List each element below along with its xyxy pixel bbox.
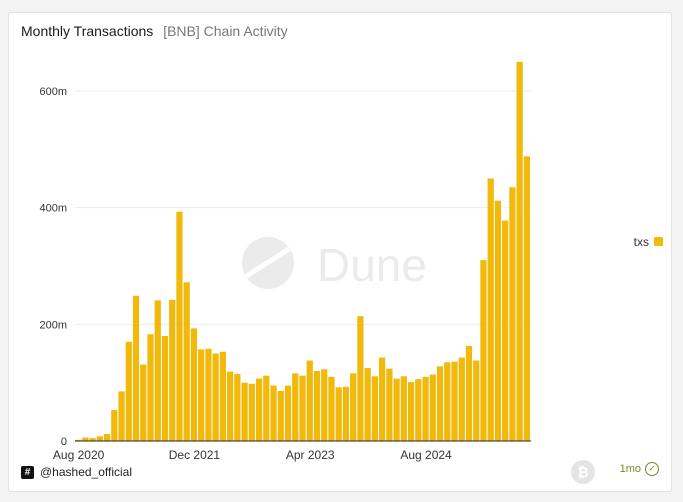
bar-2023-06[interactable] xyxy=(321,369,328,441)
bar-2021-07[interactable] xyxy=(154,300,161,441)
bar-2025-05[interactable] xyxy=(487,178,494,442)
bar-2021-02[interactable] xyxy=(118,391,125,441)
bar-2025-06[interactable] xyxy=(494,200,502,441)
bar-2025-04[interactable] xyxy=(480,260,487,441)
bar-2024-11[interactable] xyxy=(444,362,451,441)
check-icon: ✓ xyxy=(645,462,659,476)
bar-2023-09[interactable] xyxy=(342,386,350,441)
bar-2025-02[interactable] xyxy=(465,345,473,441)
x-tick-label: Dec 2021 xyxy=(169,448,221,462)
bar-2020-08[interactable] xyxy=(75,439,82,441)
bar-2025-08[interactable] xyxy=(509,187,516,441)
y-tick-label: 0 xyxy=(61,436,67,448)
watermark-text: Dune xyxy=(317,239,427,291)
y-tick-label: 400m xyxy=(39,203,67,215)
bar-2023-05[interactable] xyxy=(313,371,321,441)
chart-title: Monthly Transactions xyxy=(21,23,154,39)
bar-2020-09[interactable] xyxy=(82,437,89,442)
bar-2021-04[interactable] xyxy=(132,295,140,441)
bar-2022-08[interactable] xyxy=(248,383,255,441)
y-tick-label: 600m xyxy=(39,86,67,98)
coin-logo-icon: ₿ xyxy=(571,460,595,484)
footer-credit: # @hashed_official xyxy=(21,465,132,479)
bar-2025-03[interactable] xyxy=(473,360,480,442)
x-tick-label: Aug 2024 xyxy=(400,448,452,462)
bar-2022-03[interactable] xyxy=(212,353,219,442)
bar-2021-11[interactable] xyxy=(183,282,190,441)
bar-2021-10[interactable] xyxy=(176,211,183,441)
x-tick-label: Aug 2020 xyxy=(53,448,105,462)
bar-2024-04[interactable] xyxy=(393,378,400,441)
legend-label: txs xyxy=(634,235,649,249)
bar-2022-10[interactable] xyxy=(263,375,270,441)
bar-2023-12[interactable] xyxy=(364,368,371,441)
bar-2022-01[interactable] xyxy=(198,349,205,441)
bar-2021-12[interactable] xyxy=(190,328,198,441)
bar-2022-07[interactable] xyxy=(241,382,248,441)
chart-subtitle: [BNB] Chain Activity xyxy=(163,23,288,39)
bar-2024-12[interactable] xyxy=(451,361,458,441)
bar-2021-09[interactable] xyxy=(169,299,176,441)
bar-2022-04[interactable] xyxy=(219,351,226,441)
bar-2025-07[interactable] xyxy=(502,220,509,442)
bar-2020-11[interactable] xyxy=(96,436,103,441)
bar-2021-08[interactable] xyxy=(161,336,169,441)
author-handle[interactable]: @hashed_official xyxy=(40,465,133,479)
bar-chart: Dune 0 200m 400m 600m Aug 2020 Dec 2021 Apr 20… xyxy=(39,61,663,462)
bar-2024-09[interactable] xyxy=(429,374,436,442)
bar-2023-08[interactable] xyxy=(335,387,342,441)
bar-2020-12[interactable] xyxy=(103,434,111,441)
bar-2022-12[interactable] xyxy=(277,390,284,441)
bar-2022-06[interactable] xyxy=(234,373,241,441)
bar-2021-05[interactable] xyxy=(140,364,147,441)
bar-2024-07[interactable] xyxy=(415,379,422,441)
bar-2023-02[interactable] xyxy=(292,373,299,441)
bar-2022-05[interactable] xyxy=(227,371,234,441)
bar-2025-10[interactable] xyxy=(523,156,530,441)
bar-2022-02[interactable] xyxy=(205,348,212,441)
bar-2024-06[interactable] xyxy=(407,382,415,441)
bar-2023-10[interactable] xyxy=(350,373,357,441)
chart-title-row: Monthly Transactions [BNB] Chain Activit… xyxy=(21,23,288,39)
bar-2025-01[interactable] xyxy=(458,357,465,441)
refresh-interval: 1mo xyxy=(619,463,641,475)
bar-2021-03[interactable] xyxy=(125,341,132,441)
bar-2024-03[interactable] xyxy=(386,368,393,441)
chart-card: Monthly Transactions [BNB] Chain Activit… xyxy=(8,12,672,492)
bar-2023-07[interactable] xyxy=(328,376,335,441)
bar-2024-08[interactable] xyxy=(422,376,429,441)
hashed-logo-icon: # xyxy=(21,465,34,479)
bar-2024-01[interactable] xyxy=(371,376,378,441)
bar-2023-01[interactable] xyxy=(284,385,292,441)
bar-2024-02[interactable] xyxy=(379,357,386,441)
bar-2020-10[interactable] xyxy=(89,438,96,441)
bar-2023-04[interactable] xyxy=(306,360,313,442)
legend-swatch xyxy=(654,237,663,246)
bar-2023-11[interactable] xyxy=(357,316,364,441)
bar-2022-09[interactable] xyxy=(255,378,263,441)
dune-watermark: Dune xyxy=(242,237,427,291)
refresh-badge[interactable]: 1mo ✓ xyxy=(620,462,659,476)
bar-2023-03[interactable] xyxy=(299,375,306,441)
bar-2021-06[interactable] xyxy=(147,334,154,441)
bar-2025-09[interactable] xyxy=(516,61,523,441)
bar-2021-01[interactable] xyxy=(111,410,118,441)
y-tick-label: 200m xyxy=(39,319,67,331)
x-tick-label: Apr 2023 xyxy=(286,448,335,462)
bar-2022-11[interactable] xyxy=(270,385,277,441)
bar-2024-05[interactable] xyxy=(400,376,407,441)
bar-2024-10[interactable] xyxy=(436,366,444,441)
